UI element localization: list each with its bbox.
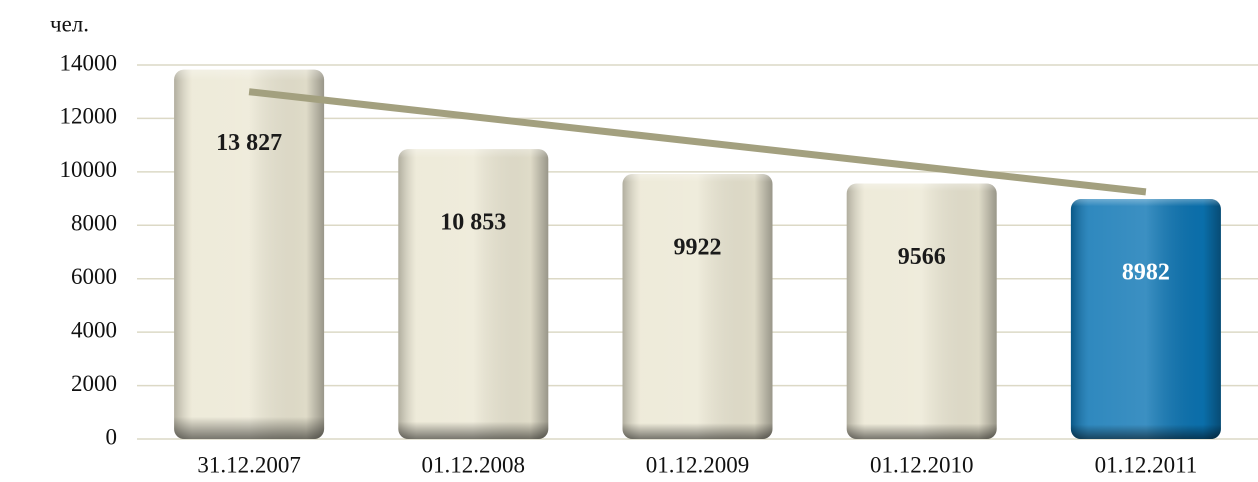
x-tick-label: 01.12.2008 [422,452,526,477]
bar-shade [622,173,773,439]
value-label: 9566 [898,244,946,270]
y-tick-label: 12000 [60,104,118,129]
y-tick-label: 0 [106,424,118,449]
trend-line [248,88,1147,196]
y-tick-label: 2000 [71,371,117,396]
y-tick-label: 10000 [60,157,118,182]
value-label: 8982 [1122,260,1170,286]
y-tick-label: 6000 [71,264,117,289]
y-tick-label: 14000 [60,50,118,75]
bar-shade [846,183,997,439]
value-label: 13 827 [216,130,282,156]
x-tick-label: 01.12.2009 [646,452,750,477]
bar-shade [1070,199,1221,439]
x-tick-label: 01.12.2010 [870,452,974,477]
y-unit-label: чел. [50,11,89,36]
y-tick-label: 8000 [71,211,117,236]
bar-shade [398,149,549,439]
x-tick-label: 01.12.2011 [1095,452,1198,477]
value-label: 10 853 [440,210,506,236]
y-tick-label: 4000 [71,317,117,342]
value-label: 9922 [674,234,722,260]
x-tick-label: 31.12.2007 [197,452,301,477]
bar-shade [174,69,325,439]
